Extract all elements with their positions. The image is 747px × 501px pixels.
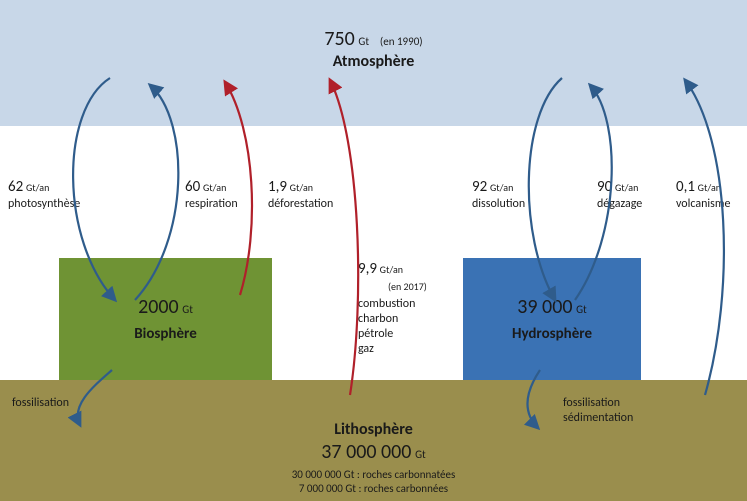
flux-combust-l0: combustion (358, 297, 415, 311)
flux-resp-unit: Gt/an (203, 181, 226, 194)
flux-dissol-unit: Gt/an (490, 181, 513, 194)
flux-combust-unit: Gt/an (380, 263, 403, 276)
flux-dissol-value: 92 (472, 178, 487, 196)
biosphere-unit: Gt (182, 303, 193, 316)
flux-combustion: 9,9 Gt/an (en 2017) combustion charbon p… (358, 260, 427, 357)
flux-degaz-unit: Gt/an (615, 181, 638, 194)
hydrosphere-reservoir: 39 000 Gt Hydrosphère (463, 258, 641, 380)
flux-resp-value: 60 (185, 178, 200, 196)
flux-degaz-value: 90 (597, 178, 612, 196)
flux-photo-unit: Gt/an (26, 181, 49, 194)
flux-respiration: 60 Gt/an respiration (185, 178, 238, 212)
flux-defor-unit: Gt/an (290, 181, 313, 194)
flux-combust-l1: charbon (358, 312, 398, 326)
flux-fossil-hydro-l1: fossilisation (563, 396, 620, 410)
biosphere-name: Biosphère (134, 325, 197, 343)
flux-volcanisme: 0,1 Gt/an volcanisme (676, 178, 730, 212)
atmosphere-note: (en 1990) (380, 35, 423, 48)
flux-volcan-label: volcanisme (676, 197, 730, 211)
biosphere-reservoir: 2000 Gt Biosphère (59, 258, 272, 380)
flux-combust-value: 9,9 (358, 260, 377, 278)
flux-fossilisation-hydro: fossilisation sédimentation (563, 396, 633, 426)
flux-fossil-hydro-l2: sédimentation (563, 411, 633, 425)
flux-deforestation: 1,9 Gt/an déforestation (268, 178, 333, 212)
atmosphere-name: Atmosphère (0, 52, 747, 71)
atmosphere-value: 750 Gt (en 1990) (0, 27, 747, 51)
flux-volcan-unit: Gt/an (698, 181, 721, 194)
lithosphere-unit: Gt (415, 448, 426, 461)
flux-combust-note: (en 2017) (388, 281, 427, 294)
biosphere-value: 2000 Gt (138, 295, 193, 319)
flux-combust-l3: gaz (358, 342, 374, 356)
flux-defor-label: déforestation (268, 197, 333, 211)
flux-photosynthese: 62 Gt/an photosynthèse (8, 178, 80, 212)
flux-photo-label: photosynthèse (8, 197, 80, 211)
flux-degaz-label: dégazage (597, 197, 642, 211)
flux-resp-label: respiration (185, 197, 238, 211)
biosphere-value-text: 2000 (138, 295, 179, 319)
flux-defor-value: 1,9 (268, 178, 287, 196)
atmosphere-unit: Gt (358, 35, 369, 48)
hydrosphere-value: 39 000 Gt (517, 295, 586, 319)
flux-dissolution: 92 Gt/an dissolution (472, 178, 525, 212)
lithosphere-name: Lithosphère (0, 420, 747, 439)
hydrosphere-unit: Gt (576, 303, 587, 316)
flux-degazage: 90 Gt/an dégazage (597, 178, 642, 212)
lithosphere-detail2: 7 000 000 Gt : roches carbonnées (0, 482, 747, 495)
flux-combust-l2: pétrole (358, 327, 393, 341)
hydrosphere-value-text: 39 000 (517, 295, 572, 319)
flux-volcan-value: 0,1 (676, 178, 695, 196)
flux-dissol-label: dissolution (472, 197, 525, 211)
lithosphere-value-text: 37 000 000 (321, 440, 411, 464)
flux-photo-value: 62 (8, 178, 23, 196)
lithosphere-value: 37 000 000 Gt (0, 440, 747, 464)
flux-fossilisation-bio: fossilisation (12, 396, 69, 411)
atmosphere-value-text: 750 (324, 27, 354, 51)
lithosphere-detail1: 30 000 000 Gt : roches carbonnatées (0, 468, 747, 481)
hydrosphere-name: Hydrosphère (512, 325, 592, 343)
